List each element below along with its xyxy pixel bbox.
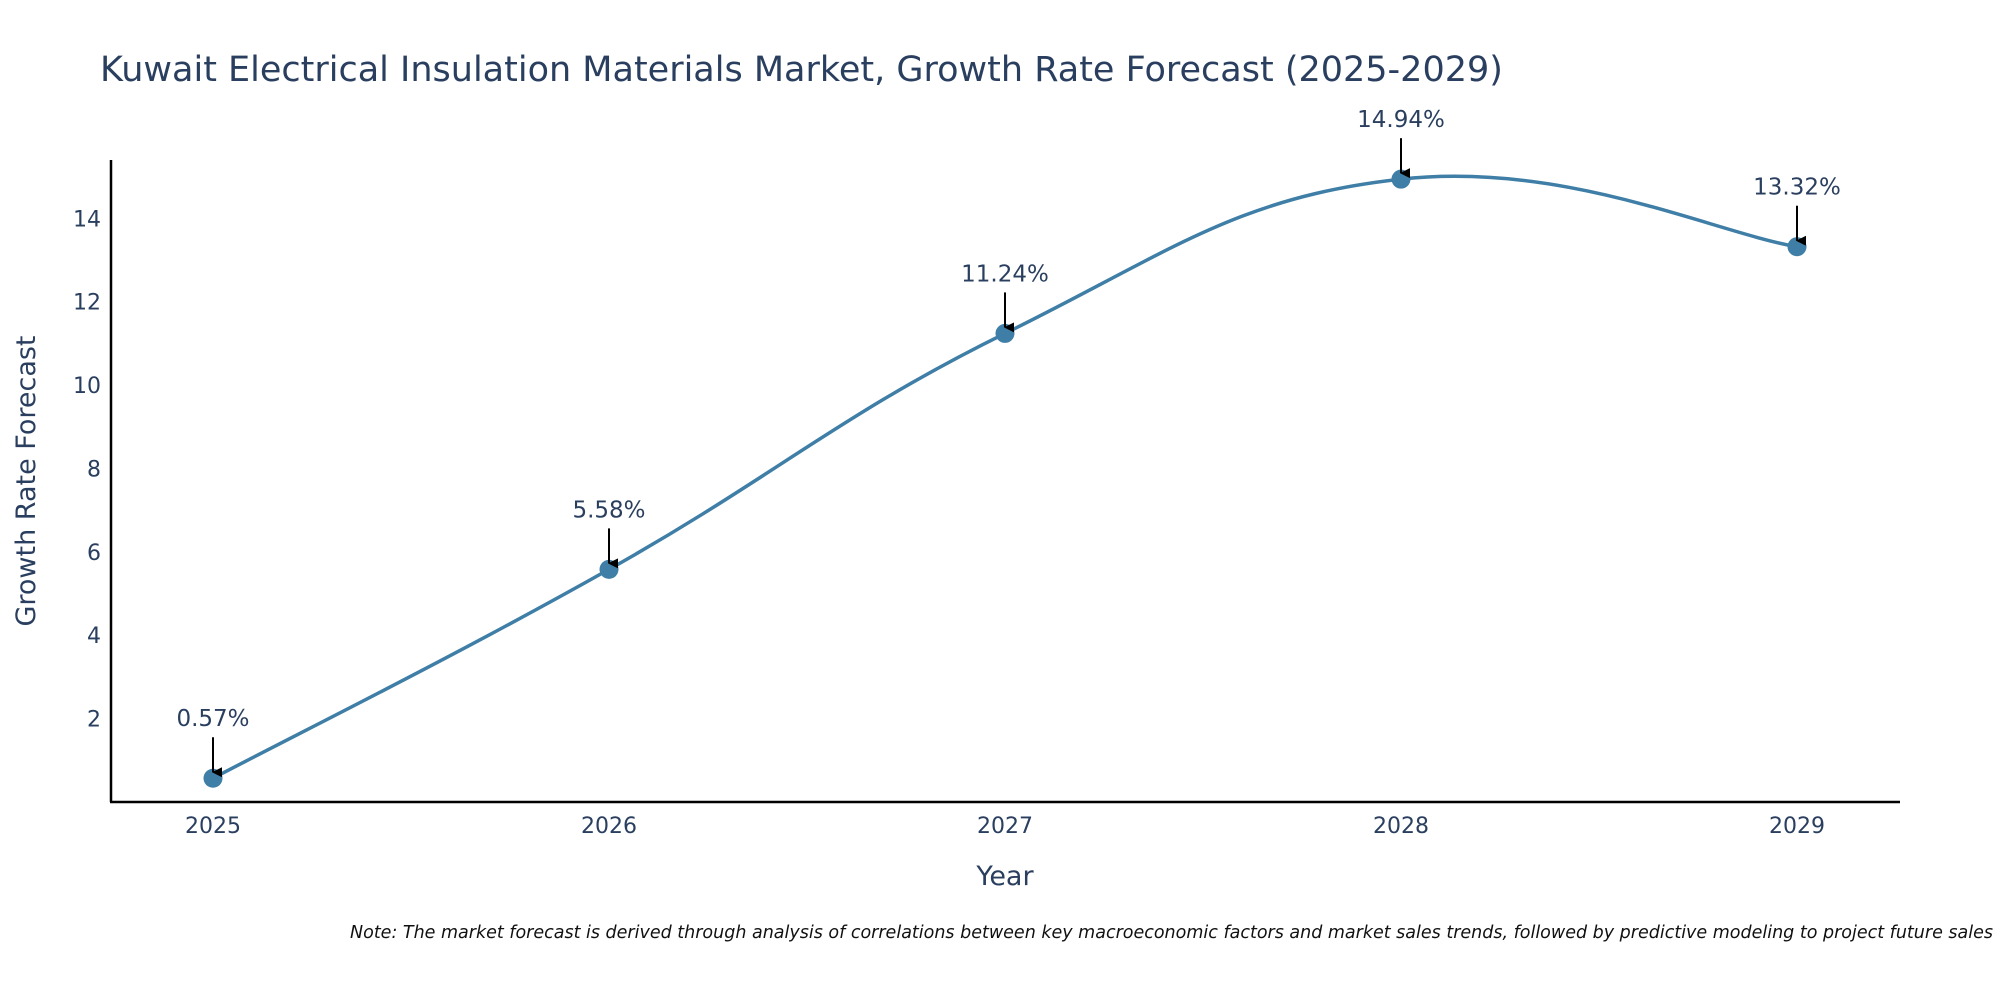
- y-tick-label: 8: [87, 457, 101, 482]
- x-tick-label: 2027: [977, 814, 1033, 839]
- y-tick-label: 6: [87, 541, 101, 566]
- data-label: 14.94%: [1357, 107, 1445, 133]
- data-label: 13.32%: [1753, 175, 1841, 201]
- y-axis-title: Growth Rate Forecast: [11, 335, 42, 626]
- data-label: 0.57%: [176, 706, 249, 732]
- data-label: 11.24%: [961, 261, 1049, 287]
- footnote: Note: The market forecast is derived thr…: [350, 923, 1993, 943]
- x-tick-label: 2029: [1769, 814, 1825, 839]
- x-tick-labels: 2025 2026 2027 2028 2029: [185, 814, 1825, 839]
- x-axis-title: Year: [975, 861, 1034, 892]
- x-tick-label: 2028: [1373, 814, 1429, 839]
- x-tick-label: 2025: [185, 814, 241, 839]
- data-annotations: 0.57% 5.58% 11.24% 14.94% 13.32%: [176, 107, 1841, 778]
- y-tick-label: 12: [73, 291, 101, 316]
- y-tick-labels: 2 4 6 8 10 12 14: [73, 207, 101, 732]
- y-tick-label: 2: [87, 708, 101, 733]
- chart-title: Kuwait Electrical Insulation Materials M…: [100, 50, 1503, 90]
- y-tick-label: 10: [73, 374, 101, 399]
- y-tick-label: 4: [87, 624, 101, 649]
- data-label: 5.58%: [572, 497, 645, 523]
- x-tick-label: 2026: [581, 814, 637, 839]
- y-tick-label: 14: [73, 207, 101, 232]
- plot-area: 2 4 6 8 10 12 14 2025 2026 2027 2028 2029 0.57% 5.5…: [73, 107, 1900, 839]
